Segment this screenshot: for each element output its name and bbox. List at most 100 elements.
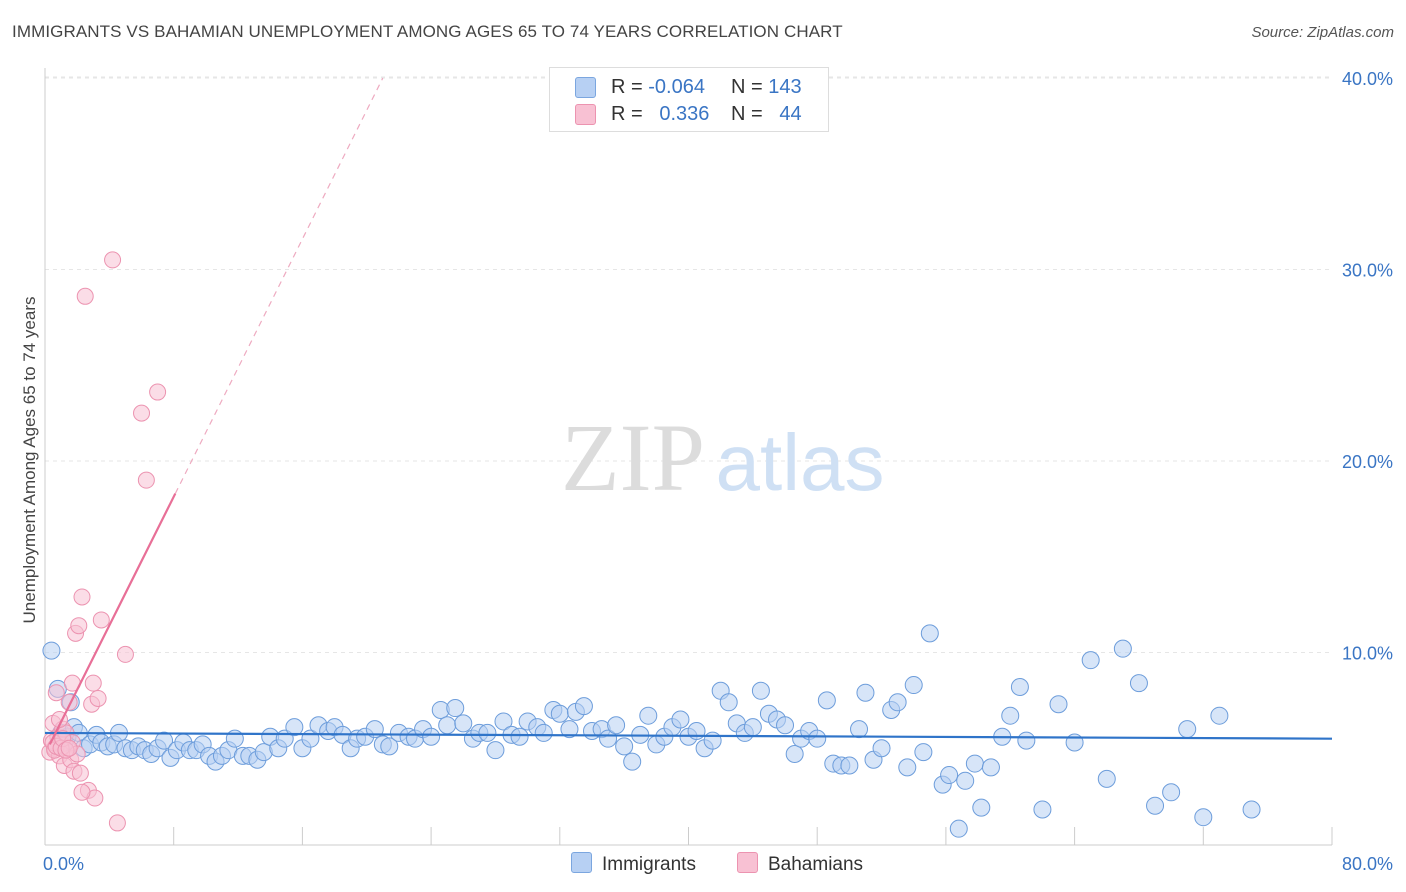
immigrants-point <box>949 819 968 838</box>
bahamians-point <box>133 404 151 422</box>
chart-title: IMMIGRANTS VS BAHAMIAN UNEMPLOYMENT AMON… <box>12 22 843 41</box>
immigrants-point <box>817 691 836 710</box>
immigrants-point <box>1097 769 1116 788</box>
bahamians-r-label: R = <box>611 103 643 125</box>
trend-lines <box>44 77 1333 745</box>
bahamians-point <box>89 689 107 707</box>
bahamians-legend-swatch <box>737 852 758 873</box>
immigrants-point <box>743 718 762 737</box>
bahamians-n-label: N = <box>731 103 763 125</box>
immigrants-point <box>808 729 827 748</box>
immigrants-point <box>380 737 399 756</box>
immigrants-point <box>1049 695 1068 714</box>
legend-item-bahamians[interactable]: Bahamians <box>737 852 863 876</box>
tick-labels: 10.0% 20.0% 30.0% 40.0% 0.0% 80.0% <box>43 69 1393 874</box>
immigrants-point <box>510 727 529 746</box>
watermark-atlas: atlas <box>716 418 885 507</box>
immigrants-point <box>1178 720 1197 739</box>
immigrants-point <box>1033 800 1052 819</box>
immigrants-point <box>615 737 634 756</box>
immigrants-point <box>1017 731 1036 750</box>
y-tick-label: 10.0% <box>1342 644 1393 664</box>
immigrants-point <box>1242 800 1261 819</box>
immigrants-points <box>42 624 1261 838</box>
immigrants-point <box>888 693 907 712</box>
source-label: Source: ZipAtlas.com <box>1251 24 1394 41</box>
immigrants-point <box>687 722 706 741</box>
immigrants-point <box>1129 674 1148 693</box>
immigrants-point <box>776 716 795 735</box>
immigrants-point <box>965 754 984 773</box>
bahamians-point <box>108 814 126 832</box>
immigrants-point <box>856 683 875 702</box>
immigrants-point <box>898 758 917 777</box>
immigrants-point <box>486 741 505 760</box>
immigrants-point <box>534 723 553 742</box>
bahamians-trend-line <box>48 493 177 745</box>
y-tick-label: 20.0% <box>1342 452 1393 472</box>
bahamians-r-value: 0.336 <box>659 103 710 125</box>
immigrants-point <box>840 756 859 775</box>
bahamians-point <box>73 588 91 606</box>
immigrants-point <box>560 720 579 739</box>
bahamians-point <box>76 287 94 305</box>
immigrants-point <box>438 716 457 735</box>
immigrants-point <box>872 739 891 758</box>
immigrants-point <box>1146 796 1165 815</box>
immigrants-point <box>751 681 770 700</box>
bahamians-point <box>47 684 65 702</box>
immigrants-point <box>550 704 569 723</box>
bahamians-point <box>104 251 122 269</box>
immigrants-point <box>623 752 642 771</box>
immigrants-point <box>703 731 722 750</box>
bahamians-point <box>71 764 89 782</box>
immigrants-swatch <box>575 77 596 98</box>
immigrants-point <box>940 766 959 785</box>
immigrants-point <box>981 758 1000 777</box>
axes <box>44 68 1333 846</box>
y-axis-label: Unemployment Among Ages 65 to 74 years <box>20 296 39 624</box>
bahamians-point <box>60 739 78 757</box>
immigrants-r-value: -0.064 <box>648 76 705 98</box>
immigrants-point <box>850 720 869 739</box>
immigrants-n-label: N = <box>731 76 763 98</box>
immigrants-point <box>1010 677 1029 696</box>
bahamians-point <box>70 617 88 635</box>
immigrants-point <box>1113 639 1132 658</box>
y-tick-label: 40.0% <box>1342 69 1393 89</box>
immigrants-point <box>42 641 61 660</box>
immigrants-point <box>478 723 497 742</box>
immigrants-point <box>285 718 304 737</box>
immigrants-point <box>607 716 626 735</box>
immigrants-point <box>494 712 513 731</box>
immigrants-point <box>956 771 975 790</box>
bahamians-point <box>116 645 134 663</box>
immigrants-point <box>1081 651 1100 670</box>
immigrants-point <box>914 743 933 762</box>
bahamians-legend-label: Bahamians <box>768 854 864 875</box>
watermark: ZIP atlas <box>561 404 884 511</box>
immigrants-point <box>1001 706 1020 725</box>
immigrants-point <box>155 731 174 750</box>
grid-lines <box>45 76 1332 653</box>
immigrants-point <box>446 699 465 718</box>
immigrants-point <box>719 693 738 712</box>
bahamians-point <box>84 674 102 692</box>
bahamians-trend-extension <box>174 77 384 494</box>
immigrants-r-label: R = <box>611 76 643 98</box>
y-tick-label: 30.0% <box>1342 261 1393 281</box>
immigrants-point <box>454 714 473 733</box>
immigrants-point <box>920 624 939 643</box>
immigrants-point <box>785 744 804 763</box>
bahamians-point <box>149 383 167 401</box>
legend-item-immigrants[interactable]: Immigrants <box>571 852 696 876</box>
x-tick-label-max: 80.0% <box>1342 854 1393 874</box>
immigrants-point <box>639 706 658 725</box>
immigrants-point <box>1210 706 1229 725</box>
bahamians-n-value: 44 <box>779 103 802 125</box>
immigrants-point <box>574 697 593 716</box>
immigrants-legend-swatch <box>571 852 592 873</box>
immigrants-n-value: 143 <box>768 76 802 98</box>
x-tick-label-min: 0.0% <box>43 854 84 874</box>
